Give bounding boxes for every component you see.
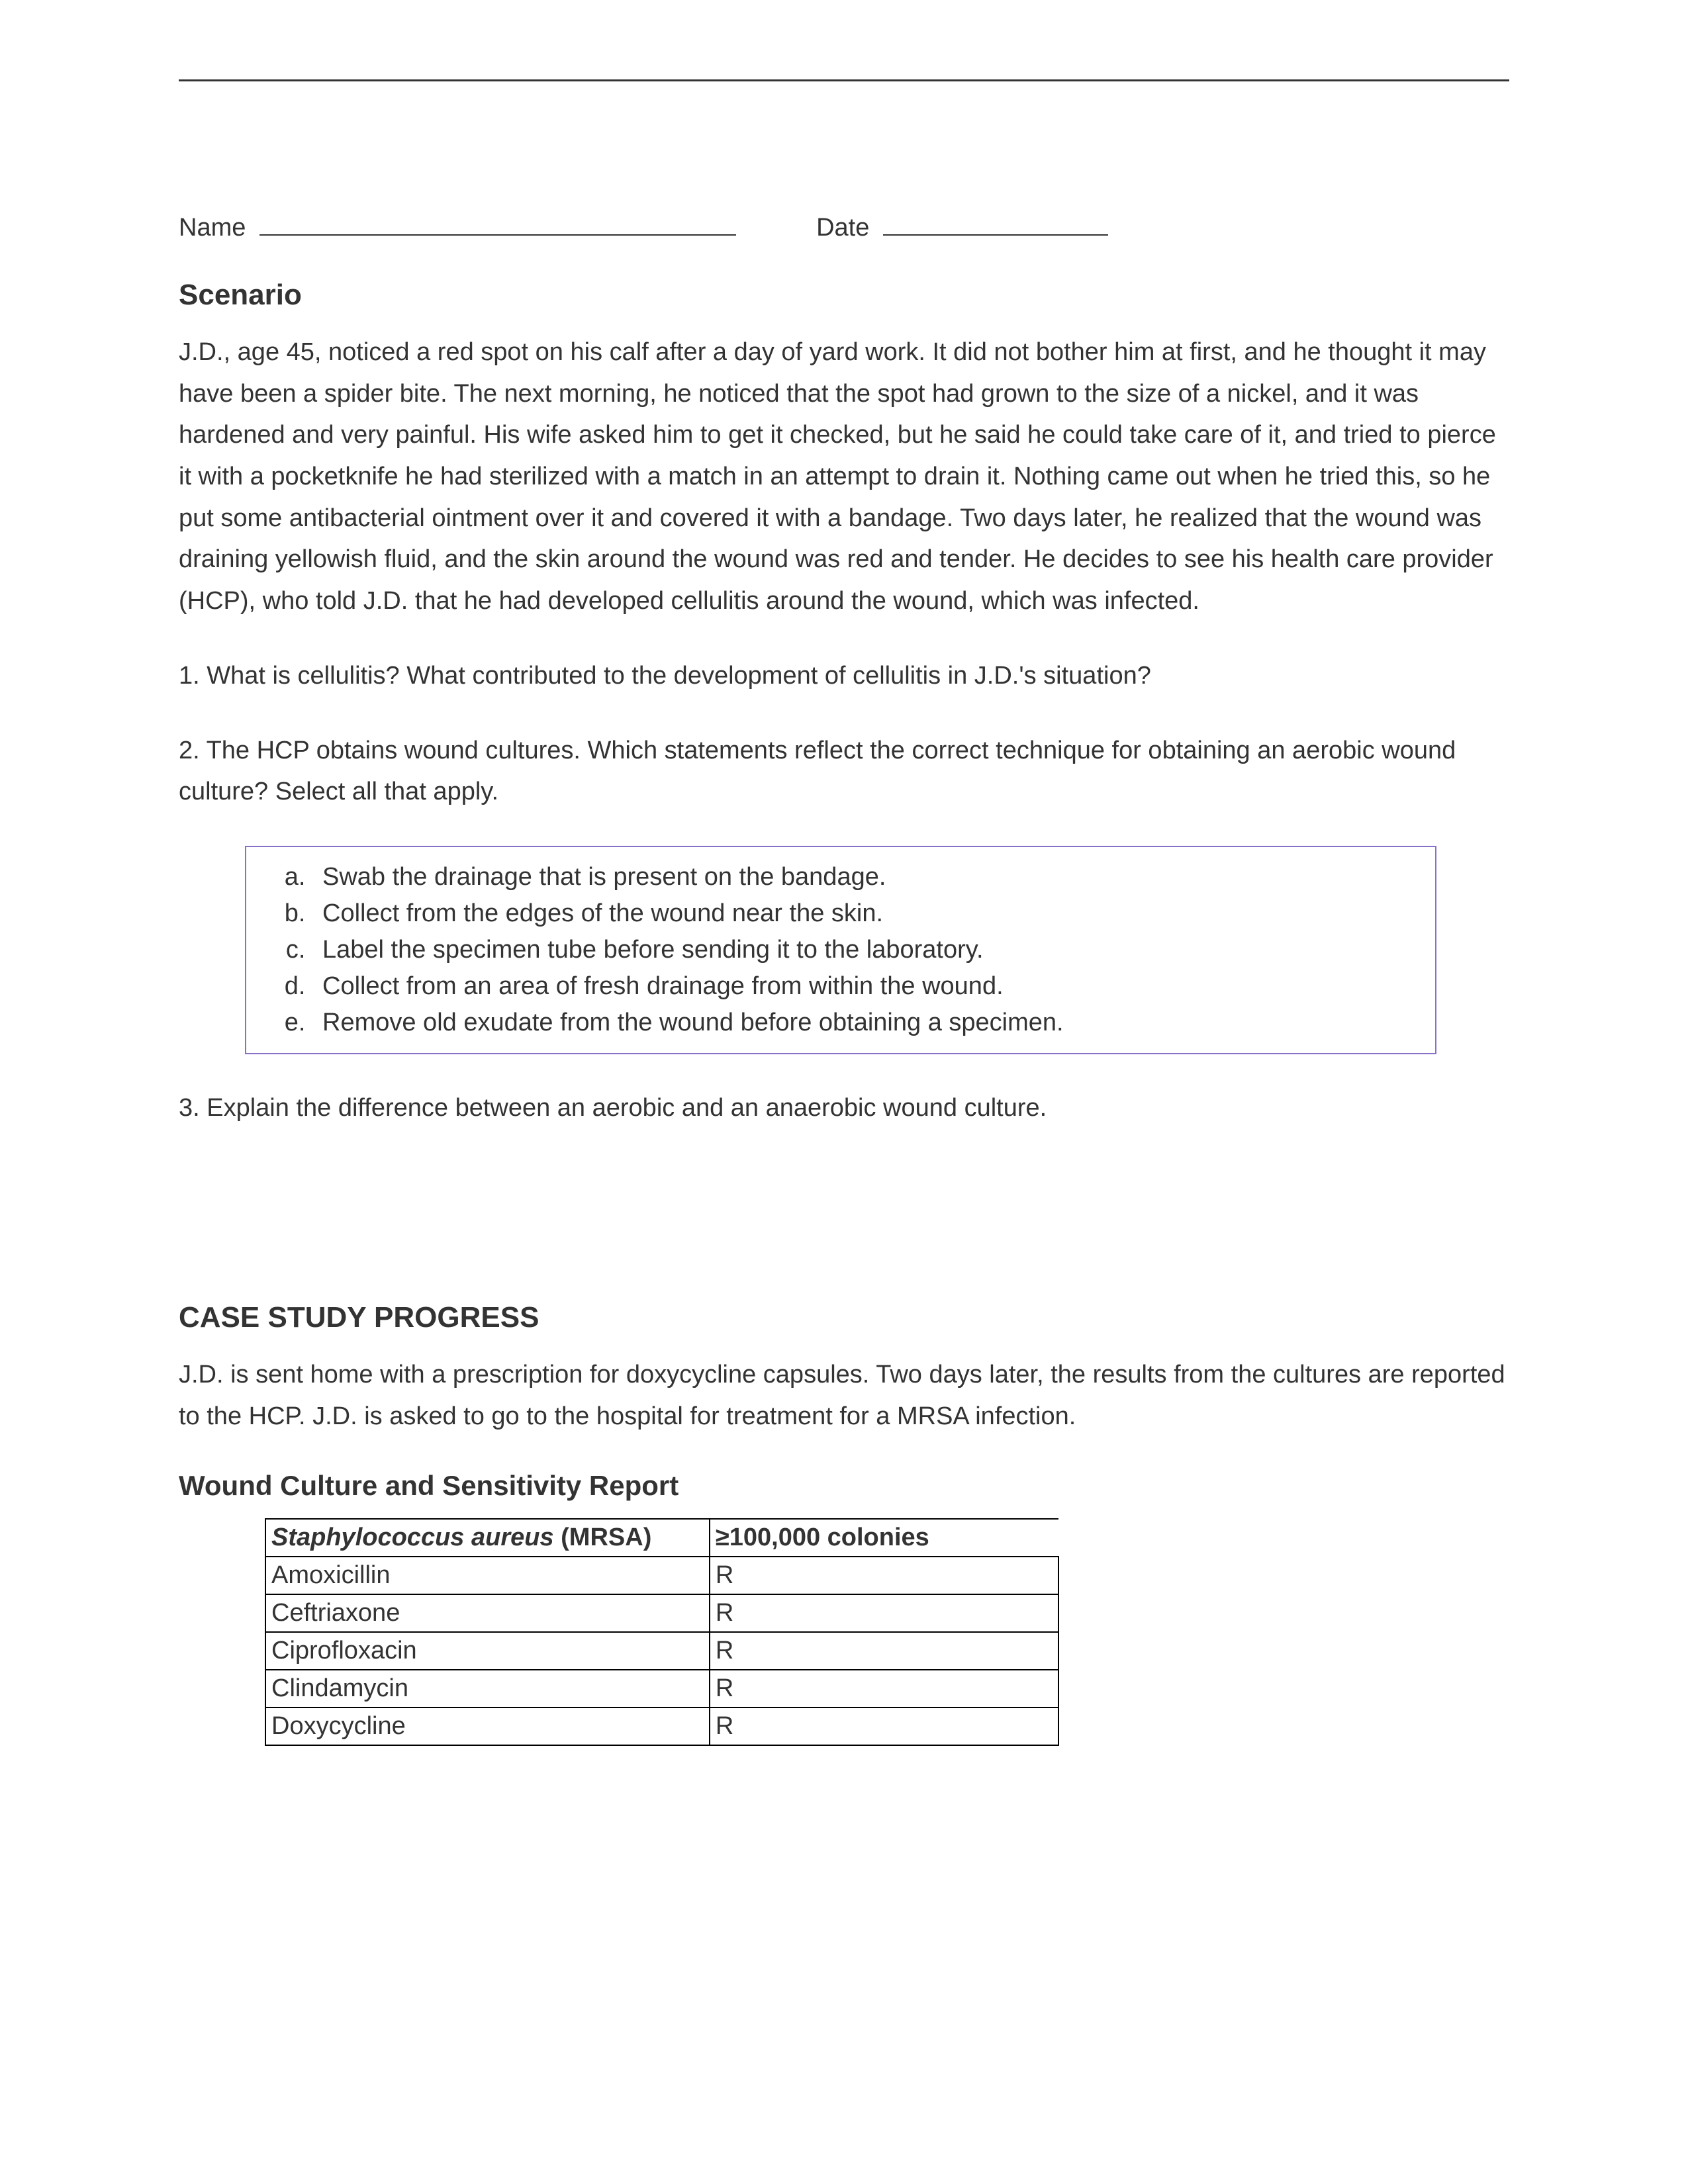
option-c: Label the specimen tube before sending i… bbox=[312, 932, 1415, 968]
drug-cell: Ceftriaxone bbox=[265, 1594, 710, 1632]
drug-cell: Clindamycin bbox=[265, 1670, 710, 1707]
table-row: Amoxicillin R bbox=[265, 1557, 1058, 1594]
drug-cell: Ciprofloxacin bbox=[265, 1632, 710, 1670]
case-study-progress-body: J.D. is sent home with a prescription fo… bbox=[179, 1354, 1509, 1437]
table-row: Clindamycin R bbox=[265, 1670, 1058, 1707]
option-e: Remove old exudate from the wound before… bbox=[312, 1005, 1415, 1041]
result-cell: R bbox=[710, 1557, 1058, 1594]
table-header-row: Staphylococcus aureus (MRSA) ≥100,000 co… bbox=[265, 1519, 1058, 1557]
sensitivity-tbody: Amoxicillin R Ceftriaxone R Ciprofloxaci… bbox=[265, 1557, 1058, 1745]
options-box: Swab the drainage that is present on the… bbox=[245, 846, 1436, 1054]
scenario-body: J.D., age 45, noticed a red spot on his … bbox=[179, 332, 1509, 622]
sensitivity-table: Staphylococcus aureus (MRSA) ≥100,000 co… bbox=[265, 1518, 1059, 1746]
result-cell: R bbox=[710, 1632, 1058, 1670]
drug-cell: Amoxicillin bbox=[265, 1557, 710, 1594]
table-row: Doxycycline R bbox=[265, 1707, 1058, 1745]
name-date-row: Name Date bbox=[179, 214, 1509, 242]
question-1: 1. What is cellulitis? What contributed … bbox=[179, 655, 1509, 697]
colonies-header: ≥100,000 colonies bbox=[710, 1519, 1058, 1557]
option-a: Swab the drainage that is present on the… bbox=[312, 859, 1415, 895]
organism-suffix: (MRSA) bbox=[554, 1524, 652, 1551]
page: Name Date Scenario J.D., age 45, noticed… bbox=[0, 0, 1688, 2184]
table-row: Ceftriaxone R bbox=[265, 1594, 1058, 1632]
top-horizontal-rule bbox=[179, 79, 1509, 81]
option-d: Collect from an area of fresh drainage f… bbox=[312, 968, 1415, 1005]
name-label: Name bbox=[179, 214, 246, 242]
drug-cell: Doxycycline bbox=[265, 1707, 710, 1745]
organism-italic: Staphylococcus aureus bbox=[271, 1524, 554, 1551]
report-heading: Wound Culture and Sensitivity Report bbox=[179, 1470, 1509, 1502]
organism-header: Staphylococcus aureus (MRSA) bbox=[265, 1519, 710, 1557]
result-cell: R bbox=[710, 1594, 1058, 1632]
result-cell: R bbox=[710, 1670, 1058, 1707]
options-list: Swab the drainage that is present on the… bbox=[266, 859, 1415, 1041]
result-cell: R bbox=[710, 1707, 1058, 1745]
date-label: Date bbox=[816, 214, 869, 242]
question-2: 2. The HCP obtains wound cultures. Which… bbox=[179, 730, 1509, 813]
table-row: Ciprofloxacin R bbox=[265, 1632, 1058, 1670]
name-blank[interactable] bbox=[259, 234, 736, 236]
case-study-progress-heading: CASE STUDY PROGRESS bbox=[179, 1301, 1509, 1334]
option-b: Collect from the edges of the wound near… bbox=[312, 895, 1415, 932]
scenario-heading: Scenario bbox=[179, 279, 1509, 312]
question-3: 3. Explain the difference between an aer… bbox=[179, 1087, 1509, 1129]
date-blank[interactable] bbox=[883, 234, 1108, 236]
